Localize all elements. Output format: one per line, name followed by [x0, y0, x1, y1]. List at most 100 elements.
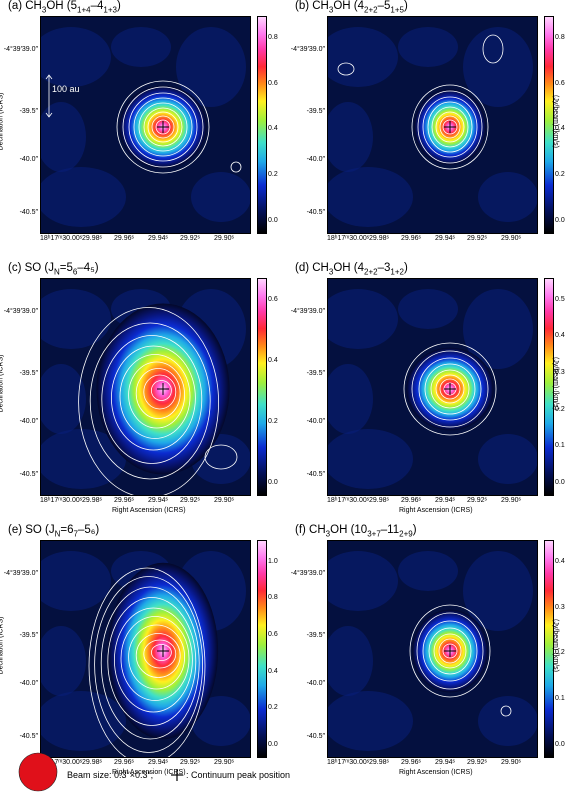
noise-blob — [41, 626, 86, 696]
x-axis-label: Right Ascension (ICRS) — [399, 507, 473, 514]
title-text: (f) CH — [295, 524, 326, 536]
map-panel-2: (b) CH3OH (42+2–51+5) -4°39′39.0″ -39.5″ -4… — [287, 0, 574, 262]
title-subscript: 1+5 — [390, 5, 404, 15]
colorbar-tick-label: 0.1 — [555, 695, 565, 703]
title-text: =6 — [60, 524, 74, 536]
map-panel-4: (d) CH3OH (42+2–31+2) -4°39′39.0″ -39.5″ -4… — [287, 262, 574, 524]
colorbar-tick-label: 0.2 — [555, 405, 565, 413]
panel-title: (f) CH3OH (103+7–112+9) — [295, 524, 417, 538]
contour-line — [442, 119, 458, 135]
title-text: –4 — [90, 0, 104, 12]
x-tick-label: 29.94ˢ — [435, 759, 455, 766]
y-tick-label: -40.0″ — [306, 680, 325, 687]
y-tick-label: -40.5″ — [306, 733, 325, 740]
colorbar-tick-label: 0.6 — [268, 631, 278, 639]
contour-line — [100, 586, 200, 740]
noise-blob — [41, 102, 86, 172]
x-tick-label: 29.96ˢ — [114, 235, 134, 242]
x-tick-label: 29.90ˢ — [501, 235, 521, 242]
panel-title: (d) CH3OH (42+2–31+2) — [295, 262, 408, 276]
title-text: (c) SO ( — [8, 262, 49, 274]
colorbar-tick-label: 0.4 — [268, 125, 278, 133]
x-tick-label: 29.98ˢ — [369, 235, 389, 242]
contour-line — [433, 633, 467, 669]
colorbar-tick-label: 0.6 — [268, 79, 278, 87]
x-tick-label: 29.90ˢ — [214, 759, 234, 766]
map-panel-6: (f) CH3OH (103+7–112+9) -4°39′39.0″ -39.5″… — [287, 524, 574, 786]
contour-line — [88, 567, 206, 757]
noise-blob — [463, 289, 533, 369]
colorbar-tick-label: 0.0 — [268, 741, 278, 749]
contour-line — [133, 97, 193, 157]
contour-line — [151, 644, 172, 661]
x-tick-label: 18ʰ17ᵐ30.00ˢ — [327, 497, 370, 504]
contour-line — [107, 597, 197, 726]
contour-line — [143, 107, 183, 147]
colorbar — [257, 278, 267, 496]
noise-blob — [328, 27, 398, 87]
contour-line — [424, 363, 476, 415]
title-subscript: 3 — [41, 5, 47, 15]
title-text: OH (4 — [333, 262, 364, 274]
contour-line — [135, 633, 181, 678]
title-text: –5₆) — [78, 524, 100, 536]
contour-line — [500, 705, 512, 717]
title-text: (e) SO ( — [8, 524, 49, 536]
beam-size-label: Beam size: 0.3″×0.3″, — [67, 770, 154, 780]
y-tick-label: -4°39′39.0″ — [3, 308, 38, 315]
y-tick-label: -40.0″ — [19, 680, 38, 687]
noise-blob — [478, 172, 537, 222]
colorbar — [257, 16, 267, 234]
title-text: OH (5 — [46, 0, 77, 12]
title-subscript: 2+2 — [364, 267, 378, 277]
y-tick-label: -4°39′39.0″ — [290, 308, 325, 315]
contour-line — [128, 92, 198, 162]
x-tick-label: 29.92ˢ — [467, 497, 487, 504]
colorbar-tick-label: 0.2 — [268, 418, 278, 425]
noise-blob — [398, 27, 458, 67]
y-tick-label: -39.5″ — [306, 370, 325, 377]
title-text: ) — [412, 524, 417, 536]
y-axis-label: Declination (ICRS) — [0, 354, 5, 413]
colorbar — [544, 278, 554, 496]
continuum-peak-cross-icon — [157, 121, 169, 133]
noise-blob — [478, 434, 537, 484]
continuum-peak-cross-icon — [157, 383, 169, 395]
contour-line — [422, 96, 478, 158]
x-axis-label: Right Ascension (ICRS) — [112, 507, 186, 514]
colorbar-tick-label: 0.2 — [268, 171, 278, 179]
continuum-peak-cross-icon — [157, 645, 169, 657]
colorbar-tick-label: 0.8 — [268, 33, 278, 41]
contour-line — [435, 111, 465, 143]
title-subscript: 7 — [73, 529, 78, 539]
continuum-peak-cross-icon — [444, 645, 456, 657]
scale-bar — [45, 74, 53, 118]
intensity-map — [327, 278, 538, 496]
contour-line — [116, 80, 210, 174]
noise-blob — [328, 429, 413, 489]
x-tick-label: 29.94ˢ — [148, 759, 168, 766]
noise-blob — [41, 27, 111, 87]
colorbar-tick-label: 0.4 — [268, 356, 278, 364]
contour-line — [427, 101, 473, 153]
y-tick-label: -39.5″ — [19, 370, 38, 377]
y-tick-label: -4°39′39.0″ — [290, 46, 325, 53]
contour-line — [151, 115, 175, 139]
contour-line — [128, 624, 185, 690]
beam-ellipse — [18, 752, 58, 792]
contour-line — [409, 604, 491, 698]
noise-blob — [176, 27, 246, 107]
noise-blob — [328, 167, 413, 227]
continuum-peak-cross-icon — [444, 121, 456, 133]
intensity-map — [327, 540, 538, 758]
colorbar-tick-label: 0.0 — [268, 479, 278, 487]
contour-line — [122, 86, 204, 168]
y-tick-label: -39.5″ — [306, 108, 325, 115]
noise-blob — [191, 172, 250, 222]
contour-line — [417, 90, 483, 164]
colorbar-tick-label: 0.8 — [268, 594, 278, 602]
title-text: ) — [403, 0, 408, 12]
colorbar-unit-label: (Jy/beam)·(km/s) — [551, 357, 559, 410]
x-tick-label: 18ʰ17ᵐ30.00ˢ — [40, 759, 83, 766]
colorbar-unit-label: (Jy/beam)·(km/s) — [551, 95, 559, 148]
